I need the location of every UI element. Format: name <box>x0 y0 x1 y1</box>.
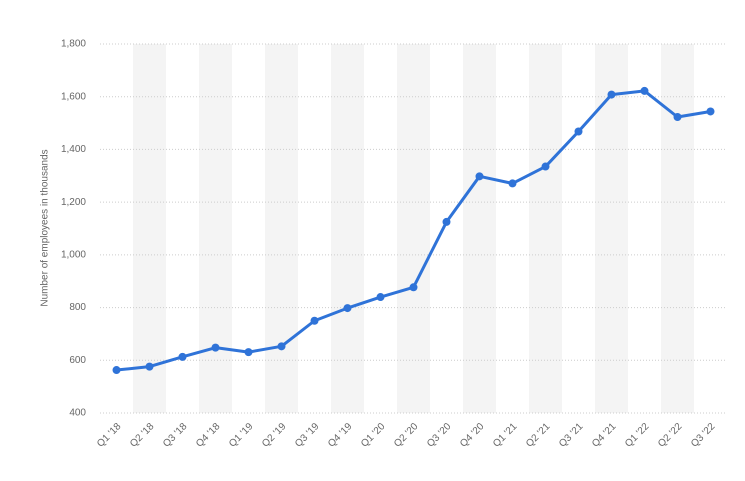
y-tick-label: 800 <box>69 302 86 313</box>
column-band <box>529 44 562 413</box>
point <box>475 172 484 181</box>
column-band <box>595 44 628 413</box>
x-tick-label: Q1 '20 <box>359 421 388 450</box>
x-tick-label: Q4 '19 <box>326 421 355 450</box>
point <box>607 90 616 99</box>
x-tick-label: Q4 '20 <box>458 421 487 450</box>
point <box>310 316 319 325</box>
x-tick-label: Q2 '18 <box>128 421 157 450</box>
column-band <box>397 44 430 413</box>
x-tick-label: Q3 '21 <box>557 421 586 450</box>
x-tick-label: Q3 '20 <box>425 421 454 450</box>
point <box>178 352 187 361</box>
point <box>343 304 352 313</box>
point <box>112 366 121 375</box>
column-band <box>199 44 232 413</box>
y-tick-label: 1,400 <box>61 144 86 155</box>
y-axis-label: Number of employees in thousands <box>40 149 51 306</box>
x-tick-label: Q3 '22 <box>689 421 718 450</box>
column-band <box>331 44 364 413</box>
point <box>277 342 286 351</box>
x-tick-label: Q2 '20 <box>392 421 421 450</box>
point <box>706 107 715 116</box>
point <box>409 283 418 292</box>
x-tick-label: Q1 '21 <box>491 421 520 450</box>
y-tick-label: 1,800 <box>61 39 86 50</box>
point <box>376 293 385 302</box>
point <box>673 113 682 122</box>
column-band <box>133 44 166 413</box>
y-tick-label: 600 <box>69 355 86 366</box>
x-tick-label: Q2 '19 <box>260 421 289 450</box>
point <box>541 162 550 171</box>
x-tick-label: Q3 '19 <box>293 421 322 450</box>
x-tick-label: Q4 '18 <box>194 421 223 450</box>
x-tick-label: Q3 '18 <box>161 421 190 450</box>
y-tick-label: 1,200 <box>61 197 86 208</box>
point <box>442 217 451 226</box>
x-tick-label: Q1 '19 <box>227 421 256 450</box>
y-tick-label: 1,600 <box>61 91 86 102</box>
point <box>244 348 253 357</box>
x-tick-label: Q4 '21 <box>590 421 619 450</box>
x-tick-label: Q2 '21 <box>524 421 553 450</box>
column-band <box>265 44 298 413</box>
point <box>574 127 583 136</box>
point <box>508 179 517 188</box>
column-band <box>661 44 694 413</box>
y-tick-label: 400 <box>69 408 86 419</box>
point <box>211 343 220 352</box>
point <box>640 86 649 95</box>
x-tick-label: Q2 '22 <box>656 421 685 450</box>
column-band <box>463 44 496 413</box>
x-tick-label: Q1 '18 <box>95 421 124 450</box>
x-tick-label: Q1 '22 <box>623 421 652 450</box>
y-tick-label: 1,000 <box>61 249 86 260</box>
point <box>145 362 154 371</box>
